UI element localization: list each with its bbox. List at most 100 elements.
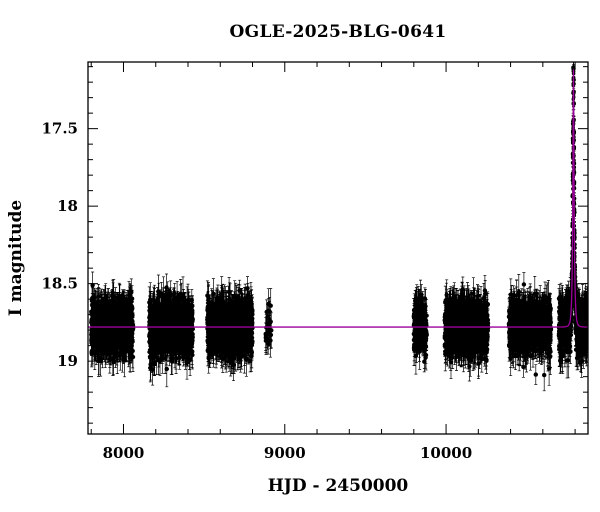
data-point — [268, 303, 273, 308]
data-point — [205, 304, 211, 309]
data-point — [230, 335, 235, 340]
data-point — [234, 295, 239, 300]
data-point — [156, 302, 161, 307]
data-point — [90, 327, 95, 332]
data-point — [417, 349, 422, 354]
data-point — [124, 303, 129, 309]
data-point — [236, 302, 241, 307]
data-point — [206, 356, 211, 361]
data-point — [484, 357, 489, 363]
data-point — [445, 350, 450, 355]
data-point — [249, 350, 254, 355]
data-point — [122, 358, 127, 363]
data-point — [182, 339, 187, 344]
data-point — [478, 304, 483, 310]
data-point — [448, 360, 454, 365]
data-point — [209, 301, 214, 306]
data-point — [422, 296, 428, 301]
data-point — [221, 334, 227, 339]
data-point — [96, 294, 101, 299]
data-point — [444, 328, 450, 333]
data-point — [442, 318, 447, 323]
data-point — [110, 305, 115, 310]
data-point — [232, 302, 237, 307]
data-point — [95, 301, 100, 306]
data-point — [231, 329, 236, 334]
data-point — [470, 346, 475, 351]
data-point — [451, 336, 456, 341]
data-point — [220, 356, 225, 361]
data-point — [472, 321, 478, 326]
data-point — [542, 372, 547, 378]
data-point — [476, 327, 482, 332]
data-point — [461, 311, 466, 316]
data-point — [528, 353, 533, 359]
data-point — [113, 309, 119, 314]
data-point — [129, 290, 134, 295]
data-point — [118, 321, 124, 326]
x-axis-label: HJD - 2450000 — [267, 476, 409, 496]
data-point — [205, 349, 211, 354]
data-point — [166, 315, 171, 321]
data-point — [98, 346, 104, 351]
data-point — [471, 291, 476, 296]
data-point — [118, 350, 123, 355]
data-point — [267, 317, 272, 322]
data-point — [125, 298, 130, 303]
data-point — [185, 345, 190, 351]
data-point — [96, 355, 102, 360]
data-point — [232, 322, 237, 327]
data-point — [226, 301, 231, 306]
data-point — [157, 319, 163, 324]
data-point — [151, 349, 157, 354]
data-point — [481, 295, 486, 301]
data-point — [148, 329, 154, 335]
data-point — [460, 291, 465, 296]
data-point — [513, 353, 518, 359]
data-point — [448, 301, 453, 306]
data-point — [183, 355, 188, 360]
data-point — [96, 358, 101, 363]
data-point — [205, 293, 210, 298]
data-point — [117, 304, 123, 310]
data-point — [154, 355, 159, 360]
data-point — [247, 344, 252, 349]
data-point — [445, 310, 450, 315]
data-point — [264, 337, 270, 343]
data-point — [189, 349, 195, 354]
data-point — [422, 348, 427, 353]
data-point — [475, 332, 480, 337]
data-point — [471, 338, 477, 343]
data-point — [225, 316, 230, 321]
data-point — [532, 291, 537, 296]
data-point — [190, 352, 195, 358]
data-point — [263, 331, 268, 337]
data-point — [186, 298, 191, 303]
data-point — [413, 353, 419, 359]
data-point — [105, 333, 111, 339]
data-point — [479, 344, 484, 349]
data-point — [150, 309, 155, 314]
data-point — [89, 318, 94, 323]
data-point — [545, 351, 551, 356]
data-point — [483, 307, 488, 312]
data-point — [99, 350, 104, 355]
data-point — [476, 299, 481, 305]
data-point — [236, 320, 242, 325]
data-point — [160, 356, 165, 361]
data-point — [109, 320, 115, 326]
data-point — [156, 289, 161, 294]
data-point — [97, 317, 102, 322]
data-point — [168, 339, 173, 345]
data-point — [92, 313, 98, 319]
data-point — [483, 291, 488, 296]
data-point — [128, 309, 134, 315]
data-point — [205, 320, 211, 325]
data-point — [446, 319, 451, 324]
data-point — [158, 332, 163, 337]
data-point — [107, 338, 112, 343]
data-point — [234, 315, 239, 320]
data-point — [189, 333, 195, 338]
